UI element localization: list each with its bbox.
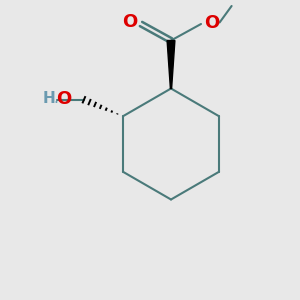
Text: O: O — [122, 14, 137, 32]
Polygon shape — [167, 40, 175, 88]
Text: .: . — [54, 91, 58, 106]
Text: O: O — [56, 90, 71, 108]
Text: O: O — [204, 14, 219, 32]
Text: H: H — [42, 91, 55, 106]
